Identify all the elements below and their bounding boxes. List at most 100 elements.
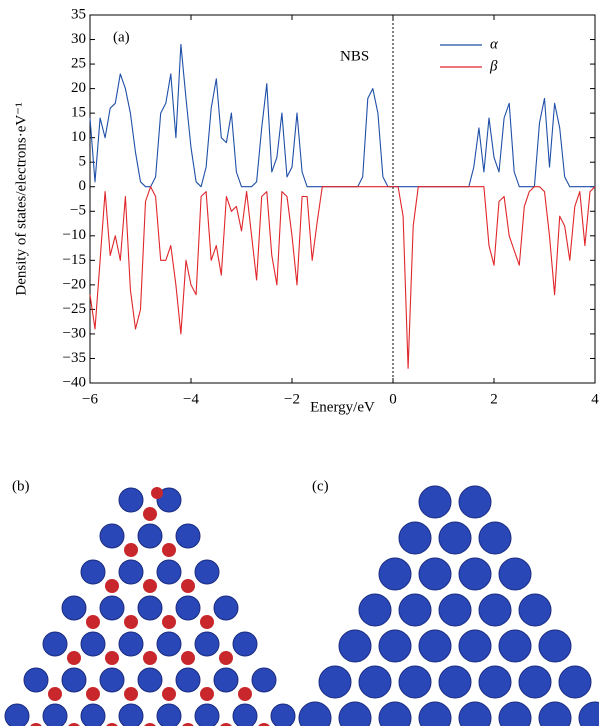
orbital-lobe <box>439 666 471 698</box>
orbital-lobe <box>359 666 391 698</box>
panel-label: (c) <box>312 478 329 494</box>
y-tick-label: 20 <box>71 80 86 96</box>
orbital-lobe <box>479 666 511 698</box>
y-tick-label: −5 <box>70 203 86 219</box>
orbital-lobe-red <box>219 651 233 665</box>
orbital-lobe <box>233 632 257 656</box>
panel-label: (b) <box>12 478 30 494</box>
orbital-lobe <box>43 632 67 656</box>
orbital-lobe <box>43 704 67 726</box>
y-tick-label: 5 <box>79 154 87 170</box>
x-tick-label: −4 <box>183 391 199 407</box>
y-tick-label: −40 <box>63 374 86 390</box>
orbital-lobe-red <box>86 615 100 629</box>
orbital-lobe-red <box>162 543 176 557</box>
orbital-lobe <box>339 630 371 662</box>
orbital-lobe <box>252 668 276 692</box>
y-tick-label: −30 <box>63 325 86 341</box>
orbital-lobe-red <box>143 579 157 593</box>
orbital-lobe-red <box>124 615 138 629</box>
orbital-lobe <box>195 632 219 656</box>
orbital-lobe <box>81 704 105 726</box>
orbital-lobe <box>519 594 551 626</box>
x-tick-label: 4 <box>591 391 599 407</box>
orbital-lobe <box>119 488 143 512</box>
orbital-lobe <box>459 558 491 590</box>
orbital-lobe-red <box>143 651 157 665</box>
orbital-lobe <box>119 704 143 726</box>
orbital-lobe-red <box>162 615 176 629</box>
x-tick-label: 2 <box>490 391 498 407</box>
orbital-lobe <box>5 704 29 726</box>
orbital-lobe-red <box>67 651 81 665</box>
orbital-lobe <box>439 522 471 554</box>
y-tick-label: −15 <box>63 252 86 268</box>
orbital-lobe <box>176 596 200 620</box>
orbital-lobe <box>419 558 451 590</box>
orbital-lobe <box>157 632 181 656</box>
legend-label: α <box>490 36 499 52</box>
y-tick-label: 30 <box>71 31 86 47</box>
y-tick-label: −35 <box>63 350 86 366</box>
orbital-lobe-red <box>151 487 163 499</box>
y-tick-label: 10 <box>71 129 86 145</box>
orbital-lobe <box>379 558 411 590</box>
x-tick-label: −6 <box>82 391 98 407</box>
orbital-lobe <box>214 596 238 620</box>
x-tick-label: 0 <box>389 391 397 407</box>
orbital-lobe <box>157 560 181 584</box>
orbital-lobe <box>379 630 411 662</box>
orbital-lobe <box>138 524 162 548</box>
orbital-lobe <box>539 630 571 662</box>
orbital-lobe <box>399 666 431 698</box>
orbital-lobe <box>176 668 200 692</box>
orbital-lobe <box>62 668 86 692</box>
orbital-lobe <box>119 632 143 656</box>
orbital-lobe <box>439 594 471 626</box>
orbital-lobe <box>62 596 86 620</box>
orbital-lobe <box>459 486 491 518</box>
y-tick-label: 25 <box>71 56 86 72</box>
orbital-lobe-red <box>181 579 195 593</box>
y-tick-label: −10 <box>63 227 86 243</box>
orbital-lobe-red <box>200 687 214 701</box>
x-axis-label: Energy/eV <box>310 399 375 415</box>
y-tick-label: −20 <box>63 276 86 292</box>
orbital-lobe <box>271 704 295 726</box>
orbital-lobe <box>559 666 591 698</box>
orbital-lobe-red <box>238 687 252 701</box>
orbital-lobe <box>519 666 551 698</box>
orbital-lobe <box>157 704 181 726</box>
orbital-lobe <box>100 668 124 692</box>
orbital-lobe <box>214 668 238 692</box>
orbital-lobe-red <box>105 651 119 665</box>
orbital-lobe <box>399 522 431 554</box>
y-tick-label: 15 <box>71 105 86 121</box>
y-tick-label: 35 <box>71 6 86 22</box>
orbital-lobe <box>459 630 491 662</box>
orbital-lobe <box>176 524 200 548</box>
orbital-lobe-red <box>86 687 100 701</box>
orbital-lobe-red <box>124 543 138 557</box>
orbital-lobe <box>399 594 431 626</box>
orbital-lobe <box>233 704 257 726</box>
orbital-lobe <box>479 594 511 626</box>
orbital-lobe <box>195 704 219 726</box>
orbital-lobe <box>138 668 162 692</box>
panel-label: (a) <box>113 29 130 45</box>
orbital-lobe <box>419 486 451 518</box>
y-tick-label: 0 <box>79 178 87 194</box>
orbital-lobe <box>138 596 162 620</box>
orbital-lobe <box>24 668 48 692</box>
y-axis-label: Density of states/electrons·eV⁻¹ <box>13 102 29 295</box>
annotation: NBS <box>340 48 369 64</box>
orbital-lobe-red <box>124 687 138 701</box>
orbital-lobe-red <box>143 507 157 521</box>
orbital-lobe <box>359 594 391 626</box>
orbital-lobe <box>81 560 105 584</box>
orbital-lobe <box>319 666 351 698</box>
orbital-lobe <box>81 632 105 656</box>
figure: (b) (c) −40−35−30−25−20−15−10−5051015202… <box>0 0 599 726</box>
y-tick-label: −25 <box>63 301 86 317</box>
orbital-lobe <box>100 524 124 548</box>
